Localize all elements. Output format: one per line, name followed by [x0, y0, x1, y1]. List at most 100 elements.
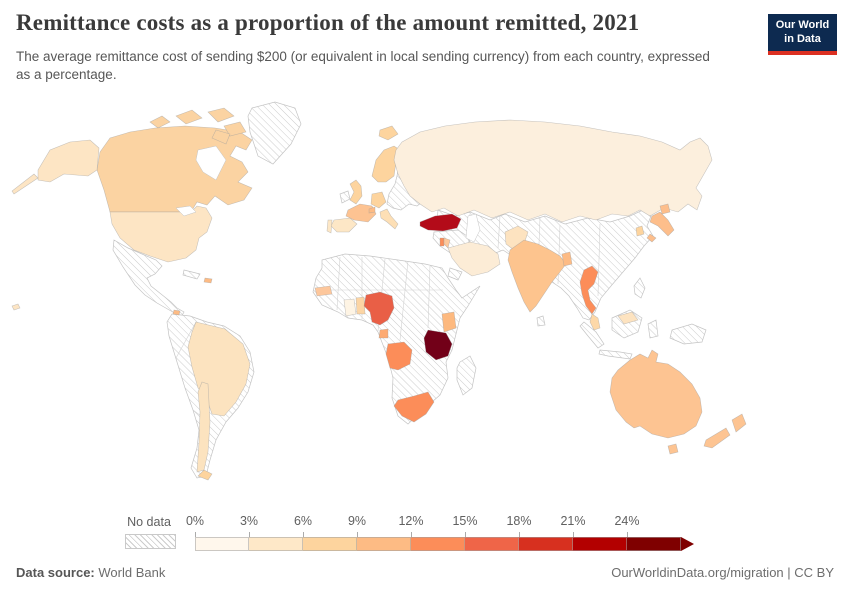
map-region-aleutians[interactable] — [11, 173, 39, 195]
legend-tick-mark — [195, 532, 196, 537]
map-region-arctic-island-4[interactable] — [223, 121, 247, 137]
map-region-france[interactable] — [345, 203, 377, 223]
data-source-value: World Bank — [98, 565, 166, 580]
legend-bin-5[interactable] — [465, 537, 519, 551]
legend-bin-7[interactable] — [573, 537, 627, 551]
caspian-sea-water — [465, 213, 481, 243]
map-region-italy[interactable] — [379, 208, 399, 230]
map-region-yemen[interactable] — [447, 267, 463, 281]
map-region-hawaii[interactable] — [11, 303, 21, 311]
map-region-africa-nodata[interactable] — [312, 253, 481, 425]
map-region-cuba[interactable] — [182, 269, 201, 280]
legend-tick-label-24%: 24% — [614, 514, 640, 528]
legend-bin-4[interactable] — [411, 537, 465, 551]
map-region-baffin-island[interactable] — [211, 129, 231, 145]
legend-bin-1[interactable] — [249, 537, 303, 551]
map-region-ireland[interactable] — [339, 190, 351, 204]
legend-arrow-cap — [681, 537, 694, 551]
map-region-greenland[interactable] — [247, 101, 302, 165]
map-region-russia[interactable] — [393, 119, 713, 223]
map-region-gabon[interactable] — [378, 328, 389, 339]
legend-tick-label-15%: 15% — [452, 514, 478, 528]
map-region-chile[interactable] — [196, 381, 211, 473]
legend-tick-mark — [249, 532, 250, 537]
legend-bin-2[interactable] — [303, 537, 357, 551]
legend-tick-label-18%: 18% — [506, 514, 532, 528]
data-source-note: Data source: World Bank — [16, 565, 165, 580]
map-region-costa-rica[interactable] — [172, 309, 181, 316]
owid-url-license-link[interactable]: OurWorldinData.org/migration | CC BY — [611, 565, 834, 580]
map-region-mexico-central-america[interactable] — [112, 239, 185, 318]
owid-logo[interactable]: Our World in Data — [768, 14, 837, 55]
owid-logo-line1: Our World — [775, 19, 830, 31]
legend-bin-3[interactable] — [357, 537, 411, 551]
legend-bin-8[interactable] — [627, 537, 681, 551]
map-region-uk[interactable] — [349, 179, 363, 205]
map-region-south-korea[interactable] — [635, 225, 645, 237]
legend-tick-label-21%: 21% — [560, 514, 586, 528]
no-data-swatch[interactable] — [125, 534, 176, 549]
map-region-ghana[interactable] — [343, 298, 357, 317]
map-region-japan-honshu[interactable] — [649, 211, 675, 237]
map-region-tanzania[interactable] — [423, 329, 453, 361]
map-region-chile-south[interactable] — [197, 469, 213, 481]
no-data-label: No data — [127, 515, 171, 529]
map-region-germany[interactable] — [370, 191, 387, 209]
map-region-alaska[interactable] — [37, 139, 100, 183]
map-region-sumatra[interactable] — [579, 321, 605, 349]
map-region-malaysia[interactable] — [589, 313, 601, 331]
map-region-south-africa[interactable] — [393, 391, 435, 423]
map-region-japan-kyushu[interactable] — [646, 233, 657, 243]
map-region-iceland[interactable] — [378, 125, 399, 141]
map-region-bangladesh[interactable] — [561, 251, 573, 267]
map-region-switzerland[interactable] — [368, 206, 376, 214]
legend-tick-mark — [357, 532, 358, 537]
legend-tick-mark — [573, 532, 574, 537]
legend-bin-6[interactable] — [519, 537, 573, 551]
map-region-sri-lanka[interactable] — [536, 315, 546, 327]
page-subtitle: The average remittance cost of sending $… — [16, 49, 710, 83]
legend-tick-mark — [465, 532, 466, 537]
legend-tick-label-3%: 3% — [239, 514, 259, 528]
map-region-japan-hokkaido[interactable] — [659, 203, 671, 215]
map-region-portugal[interactable] — [326, 219, 333, 234]
map-region-angola[interactable] — [385, 341, 413, 371]
map-legend: No data 0% 3% 6% 9% 12% 15% 18% 21% 24% — [0, 510, 850, 560]
legend-tick-mark — [519, 532, 520, 537]
map-region-arctic-island-3[interactable] — [207, 107, 235, 123]
map-region-india[interactable] — [507, 239, 567, 313]
map-region-nigeria-cameroon[interactable] — [363, 291, 395, 326]
map-region-senegal[interactable] — [314, 285, 333, 297]
map-region-sulawesi[interactable] — [647, 319, 659, 339]
map-region-new-zealand-north[interactable] — [731, 413, 747, 433]
map-region-arctic-island-1[interactable] — [149, 115, 171, 129]
legend-tick-label-0%: 0% — [185, 514, 205, 528]
map-region-java[interactable] — [598, 349, 633, 360]
map-region-new-guinea[interactable] — [669, 323, 707, 345]
legend-bin-0[interactable] — [195, 537, 249, 551]
map-region-dominican-republic[interactable] — [203, 277, 213, 284]
map-region-spain[interactable] — [330, 217, 358, 233]
map-region-australia[interactable] — [609, 349, 703, 439]
legend-tick-mark — [411, 532, 412, 537]
map-region-benin-togo[interactable] — [355, 296, 366, 315]
map-region-israel[interactable] — [439, 237, 445, 247]
legend-tick-label-6%: 6% — [293, 514, 313, 528]
map-region-new-zealand-south[interactable] — [703, 427, 731, 449]
data-source-label: Data source: — [16, 565, 95, 580]
map-region-turkey[interactable] — [419, 213, 462, 232]
map-region-malaysia-borneo[interactable] — [617, 311, 639, 325]
map-region-tasmania[interactable] — [667, 443, 679, 455]
map-region-madagascar[interactable] — [456, 355, 477, 396]
legend-tick-label-9%: 9% — [347, 514, 367, 528]
map-region-thailand[interactable] — [579, 265, 599, 315]
map-region-philippines[interactable] — [633, 277, 646, 299]
legend-tick-mark — [303, 532, 304, 537]
map-region-canada[interactable] — [96, 125, 253, 213]
map-region-saudi-arabia[interactable] — [447, 241, 501, 277]
map-region-arctic-island-2[interactable] — [175, 109, 203, 125]
map-region-usa[interactable] — [109, 205, 213, 263]
page-title: Remittance costs as a proportion of the … — [16, 10, 640, 35]
map-region-kenya[interactable] — [441, 311, 457, 333]
